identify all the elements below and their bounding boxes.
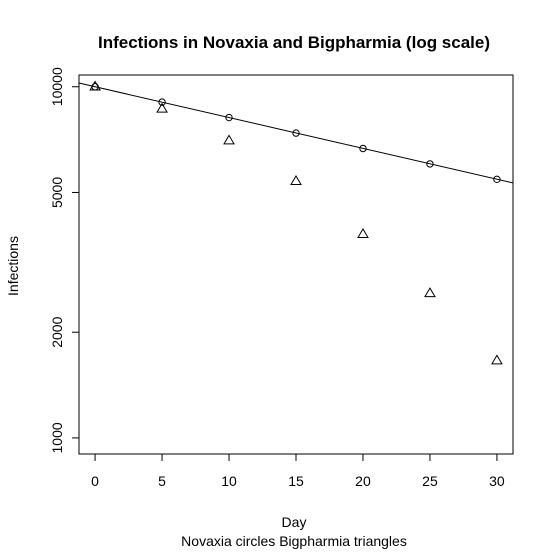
bigpharmia-triangle-point [424,287,436,298]
bigpharmia-triangle-point [290,175,302,186]
x-tick-label: 10 [221,473,237,489]
bigpharmia-triangle-point [357,228,369,239]
novaxia-trend-line [78,82,514,184]
x-tick-label: 0 [91,473,99,489]
chart-title: Infections in Novaxia and Bigpharmia (lo… [98,33,490,52]
y-tick-label: 2000 [49,316,65,347]
x-tick-label: 25 [422,473,438,489]
y-tick-label: 5000 [49,177,65,208]
y-tick-label: 10000 [49,67,65,106]
plot-area-frame [78,74,514,455]
y-axis-label: Infections [5,236,21,296]
bigpharmia-triangle-point [156,102,168,113]
x-tick-label: 30 [489,473,505,489]
novaxia-circle-point [426,160,434,168]
x-axis: 0 5 10 15 20 25 30 [91,453,505,489]
data-points-layer [89,80,503,365]
novaxia-circle-point [292,129,300,137]
chart-caption: Novaxia circles Bigpharmia triangles [181,533,407,549]
x-tick-label: 15 [288,473,304,489]
x-tick-label: 20 [355,473,371,489]
y-axis: 1000 2000 5000 10000 [49,67,80,454]
novaxia-circle-point [158,98,166,106]
y-tick-label: 1000 [49,422,65,453]
novaxia-circle-point [359,144,367,153]
x-tick-label: 5 [158,473,166,489]
novaxia-circle-point [225,113,233,122]
novaxia-circle-point [493,175,501,184]
x-axis-label: Day [282,514,307,530]
bigpharmia-triangle-point [223,134,235,145]
trend-line-layer [78,82,514,184]
bigpharmia-triangle-point [89,80,101,91]
bigpharmia-triangle-point [491,354,503,365]
